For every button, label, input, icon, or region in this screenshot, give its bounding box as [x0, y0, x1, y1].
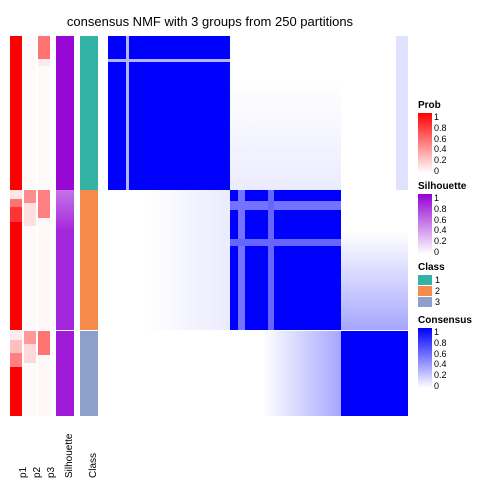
- consensus-heatmap: [108, 36, 408, 416]
- legend-class-title: Class: [418, 262, 500, 273]
- legend-cons: Consensus 10.80.60.40.20: [418, 315, 500, 388]
- track-p3: [38, 36, 50, 416]
- track-p1: [10, 36, 22, 416]
- legend-cons-title: Consensus: [418, 315, 500, 326]
- plot-area: [10, 36, 408, 416]
- axis-label: Silhouette: [64, 434, 75, 478]
- legend-sil-title: Silhouette: [418, 181, 500, 192]
- axis-label: Class: [88, 453, 99, 478]
- legend-prob: Prob 10.80.60.40.20: [418, 100, 500, 173]
- colorbar-cons: [418, 328, 432, 388]
- legend-sil: Silhouette 10.80.60.40.20: [418, 181, 500, 254]
- colorbar-sil: [418, 194, 432, 254]
- track-silhouette: [56, 36, 74, 416]
- axis-labels: p1p2p3 Silhouette Class: [10, 420, 408, 490]
- axis-label: p2: [32, 467, 43, 478]
- legend-class-item: 3: [418, 297, 500, 307]
- legend-class-item: 1: [418, 275, 500, 285]
- axis-label: p1: [18, 467, 29, 478]
- legend-class-item: 2: [418, 286, 500, 296]
- page-title: consensus NMF with 3 groups from 250 par…: [0, 14, 420, 29]
- legend-prob-title: Prob: [418, 100, 500, 111]
- track-class: [80, 36, 98, 416]
- colorbar-prob: [418, 113, 432, 173]
- legend-class: Class 123: [418, 262, 500, 307]
- legends: Prob 10.80.60.40.20 Silhouette 10.80.60.…: [418, 100, 500, 396]
- axis-label: p3: [46, 467, 57, 478]
- track-p2: [24, 36, 36, 416]
